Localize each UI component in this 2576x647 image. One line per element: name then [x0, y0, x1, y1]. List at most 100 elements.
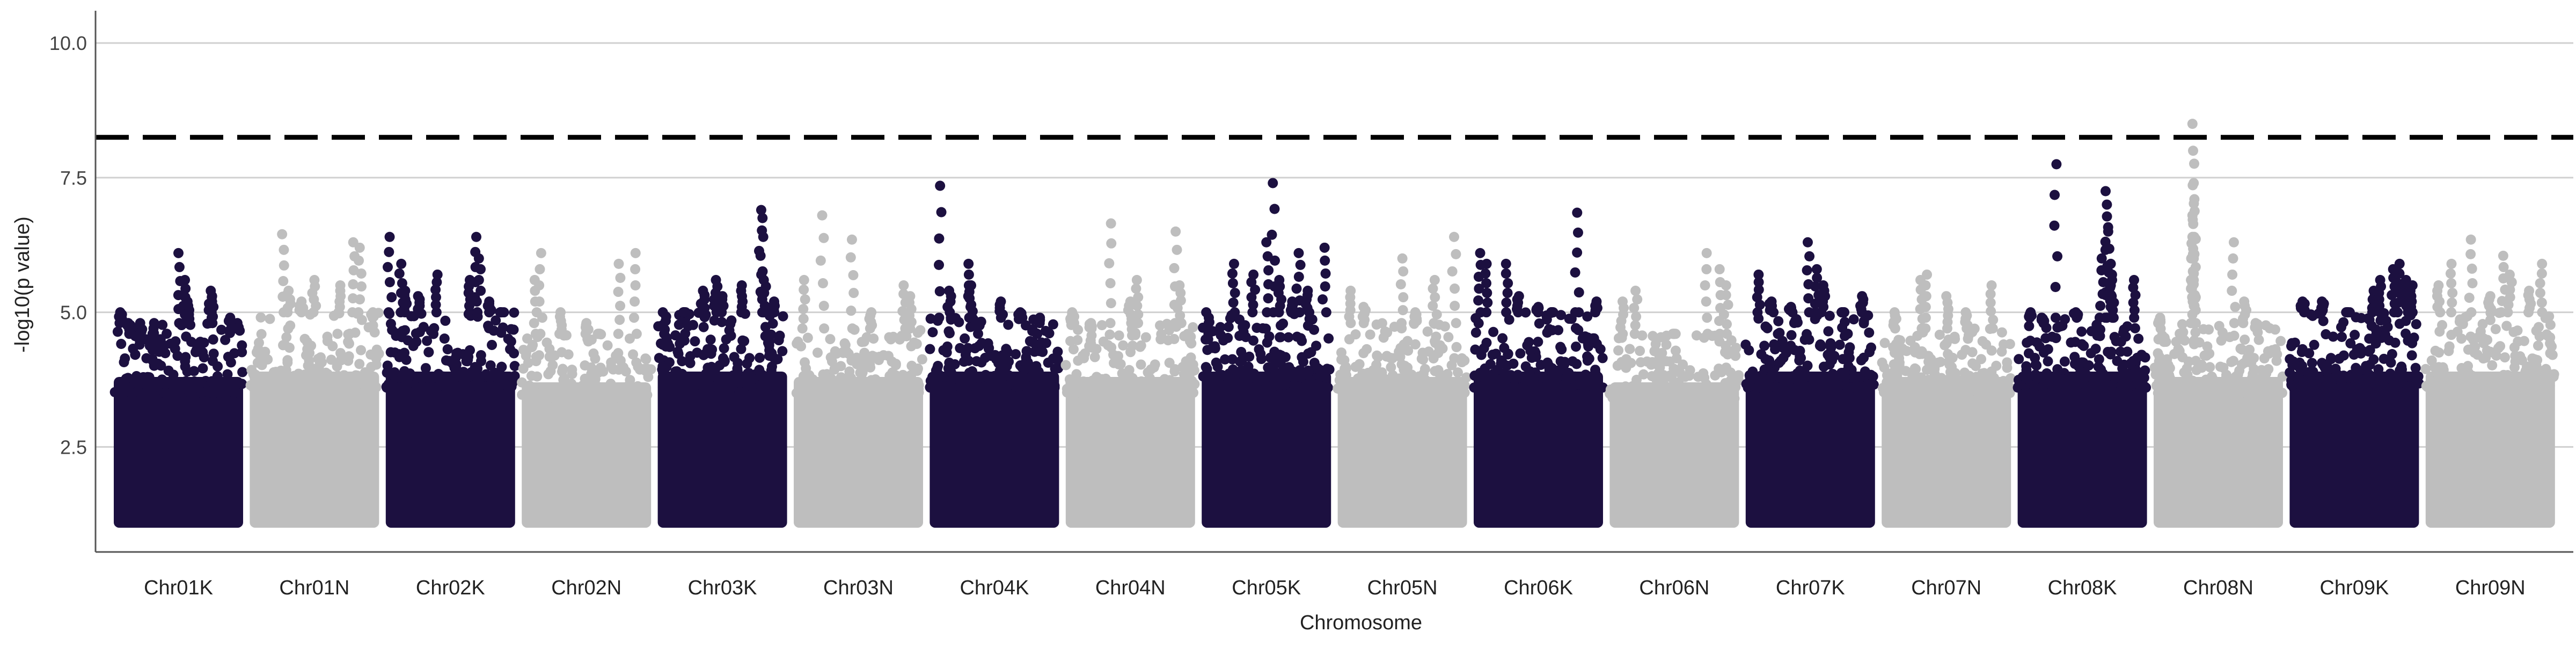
data-point [1423, 346, 1434, 357]
data-point [1321, 307, 1331, 318]
data-point [988, 373, 999, 384]
data-point [509, 307, 519, 318]
data-point [2368, 354, 2379, 365]
data-point [1941, 338, 1952, 348]
data-point [1086, 338, 1096, 349]
data-point [354, 255, 364, 266]
data-point [2207, 374, 2218, 384]
data-point [2169, 348, 2180, 359]
data-point [614, 384, 625, 395]
data-point [2543, 331, 2553, 341]
data-point [2464, 293, 2475, 303]
data-point [1202, 345, 1213, 355]
data-point [2021, 361, 2032, 372]
data-point [2164, 373, 2175, 383]
data-point [209, 376, 220, 387]
data-point [491, 315, 501, 326]
peak-point [1501, 258, 1511, 269]
data-point [348, 265, 359, 275]
data-point [692, 347, 702, 358]
data-point [162, 377, 173, 388]
peak-point [1753, 269, 1764, 280]
data-point [1810, 281, 1821, 292]
peak-point [757, 213, 768, 223]
data-point [1773, 329, 1783, 339]
data-point [2296, 366, 2307, 376]
data-point [2287, 338, 2297, 348]
data-point [1136, 340, 1146, 351]
data-point [532, 393, 543, 404]
data-point [1543, 324, 1554, 335]
peak-point [2189, 253, 2199, 264]
point-cluster [522, 382, 652, 528]
data-point [1744, 345, 1754, 355]
data-point [829, 364, 840, 375]
data-point [159, 340, 170, 351]
data-point [1104, 329, 1115, 340]
data-point [1894, 360, 1905, 370]
point-cluster [250, 372, 379, 528]
data-point [2446, 307, 2457, 318]
data-point [991, 354, 1001, 365]
data-point [1981, 339, 1992, 350]
data-point [411, 328, 421, 339]
peak-point [1591, 296, 1602, 307]
data-point [531, 356, 541, 367]
data-point [721, 382, 732, 392]
data-point [2350, 330, 2360, 340]
data-point [2171, 337, 2182, 347]
peak-point [1701, 248, 1712, 258]
data-point [2154, 361, 2165, 372]
data-point [615, 301, 626, 311]
chromosome-band-chr07k [1740, 237, 1879, 528]
data-point [1131, 283, 1141, 294]
data-point [2403, 336, 2413, 346]
data-point [2248, 368, 2258, 379]
data-point [1658, 377, 1668, 388]
data-point [1866, 379, 1877, 390]
data-point [1621, 354, 1631, 365]
data-point [633, 361, 643, 372]
data-point [1188, 322, 1198, 333]
data-point [2059, 356, 2070, 367]
peak-point [1410, 307, 1421, 318]
data-point [2542, 376, 2553, 387]
data-point [934, 259, 945, 270]
peak-point [2465, 234, 2476, 245]
data-point [1637, 390, 1648, 401]
data-point [804, 375, 815, 386]
data-point [2066, 337, 2076, 348]
data-point [2317, 358, 2328, 368]
point-cluster [385, 372, 515, 528]
data-point [1629, 381, 1640, 392]
data-point [1801, 372, 1811, 382]
data-point [1443, 332, 1454, 343]
data-point [1488, 326, 1499, 337]
data-point [2186, 283, 2197, 294]
peak-point [1811, 264, 1822, 274]
peak-point [147, 345, 158, 355]
data-point [355, 294, 365, 305]
data-point [855, 367, 866, 378]
data-point [199, 352, 209, 362]
data-point [202, 386, 213, 397]
data-point [802, 332, 813, 343]
data-point [974, 340, 984, 351]
data-point [2201, 350, 2212, 361]
data-point [1473, 295, 1484, 306]
data-point [774, 373, 785, 384]
chromosome-band-chr05k [1198, 178, 1335, 528]
data-point [2122, 346, 2133, 357]
data-point [1889, 347, 1900, 358]
data-point [1814, 372, 1825, 382]
data-point [2086, 381, 2097, 391]
data-point [964, 367, 975, 378]
data-point [383, 307, 394, 318]
data-point [848, 384, 859, 395]
peak-point [2498, 250, 2508, 261]
data-point [1630, 320, 1641, 331]
data-point [2043, 356, 2053, 367]
data-point [2495, 341, 2506, 352]
data-point [798, 314, 809, 324]
